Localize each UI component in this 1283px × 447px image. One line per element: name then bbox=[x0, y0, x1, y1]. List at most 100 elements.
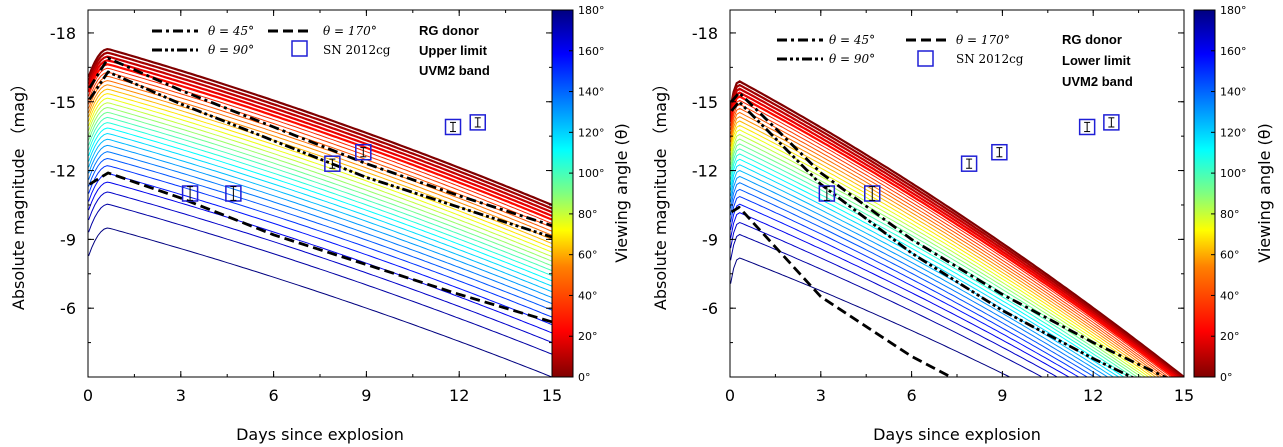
legend-label-170: θ = 170° bbox=[956, 33, 1010, 47]
right-annotation-band: UVM2 band bbox=[1062, 74, 1133, 89]
model-curve bbox=[730, 212, 1070, 377]
colorbar-tick-label: 40° bbox=[578, 289, 598, 302]
y-tick-label: -9 bbox=[60, 230, 76, 249]
x-tick-label: 6 bbox=[269, 386, 279, 405]
model-curve bbox=[730, 87, 1181, 377]
model-curve bbox=[730, 233, 1044, 377]
model-curve bbox=[88, 102, 552, 258]
observation-point bbox=[324, 155, 341, 172]
model-curve bbox=[88, 191, 552, 343]
model-curve bbox=[730, 153, 1130, 377]
model-curve bbox=[88, 157, 552, 311]
right-legend: θ = 45° θ = 90° θ = 170° SN 2012cg bbox=[777, 33, 1024, 67]
x-tick-label: 9 bbox=[361, 386, 371, 405]
x-tick-label: 3 bbox=[176, 386, 186, 405]
colorbar-tick-label: 40° bbox=[1220, 289, 1240, 302]
legend-label-sn2012cg: SN 2012cg bbox=[323, 43, 391, 57]
colorbar-tick-label: 120° bbox=[578, 126, 605, 139]
series-line-3 bbox=[88, 171, 552, 324]
model-curve bbox=[730, 158, 1125, 377]
model-curve bbox=[88, 165, 552, 318]
model-curve bbox=[88, 127, 552, 282]
model-curve bbox=[730, 95, 1176, 377]
right-observations bbox=[818, 114, 1120, 202]
model-curve bbox=[88, 84, 552, 240]
observation-point bbox=[181, 185, 199, 202]
colorbar-tick-label: 140° bbox=[578, 86, 605, 99]
legend-marker-sn2012cg bbox=[291, 40, 308, 57]
model-curve bbox=[730, 103, 1169, 377]
series-line-1 bbox=[88, 56, 552, 227]
model-curve bbox=[730, 138, 1143, 377]
series-line-1 bbox=[730, 91, 1169, 377]
legend-label-45: θ = 45° bbox=[208, 24, 254, 38]
right-panel: 0 3 6 9 12 15 -18 -15 -12 -9 -6 Days since explosi… bbox=[651, 9, 1194, 444]
model-curve bbox=[88, 144, 552, 299]
model-curve bbox=[730, 182, 1103, 377]
legend-label-45: θ = 45° bbox=[829, 33, 875, 47]
model-curve bbox=[88, 116, 552, 272]
right-x-axis-label: Days since explosion bbox=[873, 425, 1041, 444]
x-tick-label: 15 bbox=[1174, 386, 1194, 405]
colorbar-tick-label: 20° bbox=[1220, 330, 1240, 343]
series-line-2 bbox=[730, 100, 1135, 377]
left-highlight-series bbox=[88, 56, 552, 324]
model-curve bbox=[730, 91, 1179, 377]
right-colorbar-gradient bbox=[1193, 9, 1216, 378]
observation-point bbox=[444, 118, 462, 136]
model-curve bbox=[88, 47, 552, 207]
y-tick-label: -12 bbox=[50, 162, 76, 181]
left-x-axis-label: Days since explosion bbox=[236, 425, 404, 444]
x-tick-label: 0 bbox=[83, 386, 93, 405]
x-tick-label: 12 bbox=[449, 386, 469, 405]
right-ticks: 0 3 6 9 12 15 -18 -15 -12 -9 -6 bbox=[692, 10, 1194, 405]
colorbar-tick-label: 100° bbox=[578, 167, 605, 180]
left-annotation-limit: Upper limit bbox=[419, 43, 488, 58]
legend-label-sn2012cg: SN 2012cg bbox=[956, 52, 1024, 66]
x-tick-label: 6 bbox=[907, 386, 917, 405]
model-curve bbox=[730, 175, 1109, 377]
right-curve-family bbox=[730, 80, 1184, 377]
model-curve bbox=[730, 148, 1134, 377]
observation-point bbox=[469, 114, 487, 131]
right-colorbar-label: Viewing angle (θ) bbox=[1255, 123, 1274, 263]
observation-point bbox=[1078, 118, 1096, 136]
colorbar-tick-label: 180° bbox=[1220, 4, 1247, 17]
model-curve bbox=[88, 111, 552, 267]
model-curve bbox=[730, 111, 1163, 377]
left-colorbar: 0° 20° 40° 60° 80° 100° 120° 140° 160° 180° Viewi… bbox=[551, 4, 631, 384]
model-curve bbox=[730, 143, 1139, 377]
model-curve bbox=[88, 59, 552, 217]
model-curve bbox=[88, 227, 552, 377]
observation-point bbox=[818, 185, 836, 202]
legend-marker-sn2012cg bbox=[917, 50, 934, 67]
model-curve bbox=[88, 55, 552, 214]
y-tick-label: -15 bbox=[692, 93, 718, 112]
model-curve bbox=[730, 107, 1167, 377]
left-ticks: 0 3 6 9 12 15 -18 -15 -12 -9 -6 bbox=[50, 10, 562, 405]
model-curve bbox=[730, 80, 1184, 377]
y-tick-label: -15 bbox=[50, 93, 76, 112]
observation-point bbox=[960, 155, 978, 172]
right-colorbar: 0° 20° 40° 60° 80° 100° 120° 140° 160° 180° Viewi… bbox=[1193, 4, 1274, 384]
colorbar-tick-label: 80° bbox=[578, 208, 598, 221]
y-tick-label: -12 bbox=[692, 162, 718, 181]
model-curve bbox=[88, 63, 552, 221]
observation-point bbox=[355, 143, 372, 161]
legend-label-90: θ = 90° bbox=[829, 52, 875, 66]
observation-point bbox=[1103, 114, 1120, 131]
left-annotation-band: UVM2 band bbox=[419, 63, 490, 78]
model-curve bbox=[730, 188, 1096, 377]
observation-point bbox=[991, 143, 1008, 161]
left-curve-family bbox=[88, 47, 552, 377]
x-tick-label: 9 bbox=[997, 386, 1007, 405]
model-curve bbox=[88, 97, 552, 253]
model-curve bbox=[88, 67, 552, 224]
series-line-2 bbox=[88, 70, 552, 239]
observation-point bbox=[864, 185, 881, 202]
model-curve bbox=[730, 164, 1120, 377]
colorbar-tick-label: 100° bbox=[1220, 167, 1247, 180]
y-tick-label: -6 bbox=[60, 299, 76, 318]
model-curve bbox=[730, 169, 1115, 377]
